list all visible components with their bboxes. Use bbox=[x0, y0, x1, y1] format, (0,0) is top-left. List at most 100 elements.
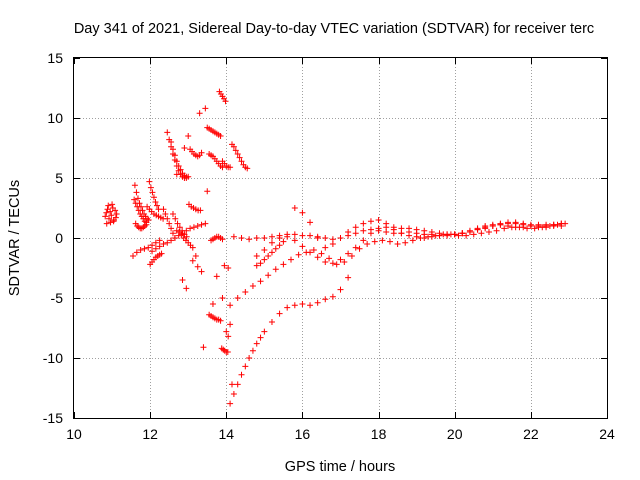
chart-title: Day 341 of 2021, Sidereal Day-to-day VTE… bbox=[74, 21, 594, 37]
data-point bbox=[337, 256, 344, 263]
data-point bbox=[103, 209, 110, 216]
data-point bbox=[236, 154, 243, 161]
data-point bbox=[474, 226, 481, 233]
series-curve-f bbox=[253, 238, 287, 269]
data-point bbox=[131, 196, 138, 203]
data-point bbox=[171, 235, 178, 241]
data-point bbox=[329, 260, 336, 267]
data-point bbox=[158, 250, 165, 257]
data-point bbox=[493, 227, 500, 234]
data-point bbox=[230, 391, 237, 397]
x-tick-label: 10 bbox=[66, 426, 82, 442]
data-point bbox=[337, 235, 344, 241]
data-point bbox=[375, 217, 382, 223]
x-tick-label: 14 bbox=[218, 426, 234, 442]
data-point bbox=[141, 245, 148, 252]
data-point bbox=[310, 247, 317, 253]
y-tick-label: -15 bbox=[43, 410, 63, 426]
data-point bbox=[176, 224, 183, 231]
data-point bbox=[133, 249, 140, 256]
data-point bbox=[345, 229, 352, 235]
data-point bbox=[291, 237, 298, 244]
data-point bbox=[110, 218, 117, 225]
data-point bbox=[253, 340, 260, 347]
data-point bbox=[227, 400, 234, 407]
data-point bbox=[152, 239, 159, 246]
data-point bbox=[168, 225, 175, 232]
data-point bbox=[352, 230, 359, 237]
data-point bbox=[268, 239, 275, 246]
data-point bbox=[183, 233, 190, 240]
data-point bbox=[242, 363, 249, 370]
data-points bbox=[102, 88, 569, 407]
series-arc-13.0-b bbox=[185, 201, 204, 214]
data-point bbox=[238, 235, 245, 241]
data-point bbox=[303, 249, 310, 256]
data-point bbox=[227, 164, 234, 171]
data-point bbox=[134, 195, 141, 202]
data-point bbox=[238, 158, 245, 165]
data-point bbox=[314, 254, 321, 261]
data-point bbox=[261, 247, 268, 253]
x-tick-label: 22 bbox=[523, 426, 539, 442]
data-point bbox=[299, 209, 306, 216]
data-point bbox=[152, 199, 159, 205]
data-point bbox=[371, 238, 378, 245]
data-point bbox=[160, 206, 167, 213]
data-point bbox=[284, 233, 291, 240]
data-point bbox=[288, 256, 295, 263]
data-point bbox=[508, 224, 515, 231]
data-point bbox=[280, 238, 287, 245]
data-point bbox=[539, 224, 546, 231]
data-point bbox=[383, 224, 390, 231]
series-arc-14.2 bbox=[228, 141, 251, 172]
series-cluster-10.8 bbox=[102, 201, 120, 227]
x-tick-label: 16 bbox=[295, 426, 311, 442]
data-point bbox=[413, 226, 420, 233]
data-point bbox=[333, 261, 340, 268]
data-point bbox=[463, 232, 470, 239]
data-point bbox=[261, 235, 268, 241]
data-point bbox=[440, 231, 447, 238]
data-point bbox=[360, 227, 367, 234]
data-point bbox=[146, 178, 153, 185]
data-point bbox=[109, 201, 116, 208]
data-point bbox=[364, 241, 371, 247]
data-point bbox=[299, 232, 306, 239]
data-point bbox=[360, 220, 367, 227]
data-point bbox=[295, 251, 302, 258]
data-point bbox=[156, 243, 163, 250]
data-point bbox=[221, 262, 228, 269]
series-curve-e bbox=[227, 274, 352, 407]
data-point bbox=[244, 165, 251, 172]
data-point bbox=[228, 381, 235, 388]
data-point bbox=[352, 244, 359, 251]
data-point bbox=[164, 129, 171, 136]
data-point bbox=[425, 233, 432, 240]
series-arc-13.0-a bbox=[187, 146, 205, 160]
data-point bbox=[169, 230, 176, 237]
data-point bbox=[505, 220, 512, 227]
data-point bbox=[318, 250, 325, 257]
data-point bbox=[257, 334, 264, 341]
data-point bbox=[105, 202, 112, 209]
data-point bbox=[322, 244, 329, 251]
data-point bbox=[183, 285, 190, 292]
data-point bbox=[131, 182, 138, 189]
data-point bbox=[198, 149, 205, 156]
data-point bbox=[130, 253, 137, 259]
data-point bbox=[139, 207, 146, 214]
data-point bbox=[183, 173, 190, 180]
data-point bbox=[413, 233, 420, 240]
data-point bbox=[234, 381, 241, 388]
data-point bbox=[202, 220, 209, 227]
data-point bbox=[202, 105, 209, 112]
data-point bbox=[447, 231, 454, 238]
data-point bbox=[147, 184, 154, 191]
data-point bbox=[356, 245, 363, 252]
data-point bbox=[314, 299, 321, 306]
data-point bbox=[222, 98, 229, 105]
data-point bbox=[230, 233, 237, 240]
data-point bbox=[406, 225, 413, 232]
